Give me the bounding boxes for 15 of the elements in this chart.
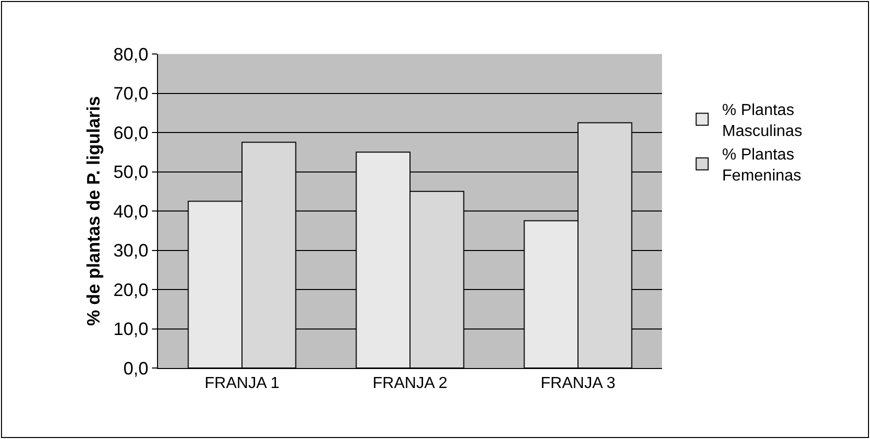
y-tick-label: 50,0 bbox=[113, 162, 148, 182]
x-tick-label: FRANJA 1 bbox=[204, 375, 280, 392]
y-axis-title: % de plantas de P. ligularis bbox=[84, 96, 104, 326]
y-tick-label: 70,0 bbox=[113, 84, 148, 104]
y-tick-label: 30,0 bbox=[113, 240, 148, 261]
y-tick-label: 80,0 bbox=[113, 44, 148, 64]
y-tick-label: 10,0 bbox=[113, 319, 148, 340]
x-tick-label: FRANJA 2 bbox=[372, 375, 448, 392]
legend-label: % Plantas Masculinas bbox=[722, 102, 802, 140]
y-tick-label: 40,0 bbox=[113, 201, 148, 222]
legend-label: % Plantas Femeninas bbox=[722, 146, 802, 184]
y-tick-label: 60,0 bbox=[113, 122, 148, 143]
y-tick-label: 0,0 bbox=[123, 358, 148, 378]
y-tick-label: 20,0 bbox=[113, 280, 148, 300]
x-tick-label: FRANJA 3 bbox=[540, 375, 616, 392]
